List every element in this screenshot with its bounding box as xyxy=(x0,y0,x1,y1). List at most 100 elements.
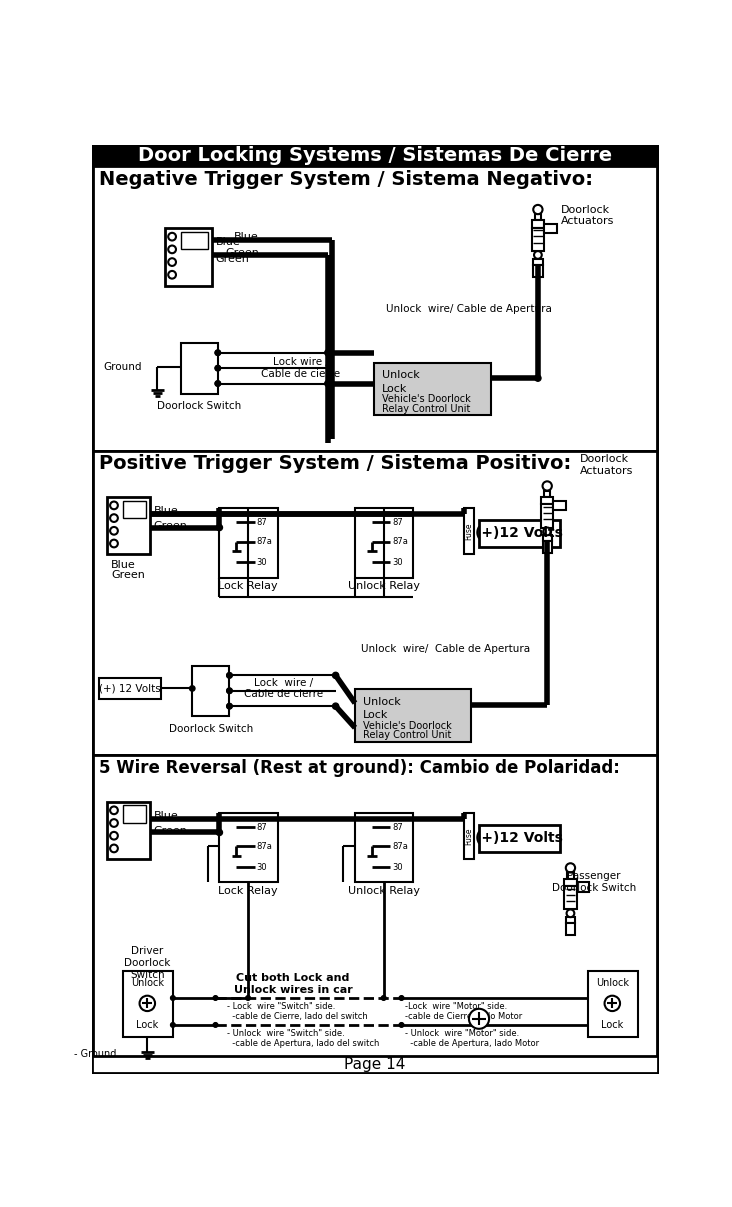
Bar xyxy=(566,923,575,935)
Text: Page 14: Page 14 xyxy=(345,1057,406,1073)
Text: Lock wire /
Cable de cierre: Lock wire / Cable de cierre xyxy=(261,357,340,379)
Bar xyxy=(577,882,589,892)
Circle shape xyxy=(110,514,118,521)
Text: 87: 87 xyxy=(256,518,267,526)
Text: Lock: Lock xyxy=(363,710,388,721)
Text: 87: 87 xyxy=(256,822,267,832)
Bar xyxy=(541,497,553,505)
Text: Lock Relay: Lock Relay xyxy=(218,582,278,591)
Text: Blue: Blue xyxy=(154,506,179,515)
Bar xyxy=(122,805,146,823)
Text: Vehicle's Doorlock: Vehicle's Doorlock xyxy=(382,395,471,404)
Circle shape xyxy=(168,233,176,240)
Text: Driver
Doorlock
Switch: Driver Doorlock Switch xyxy=(124,946,171,980)
Circle shape xyxy=(325,381,331,386)
Text: (+)12 Volts: (+)12 Volts xyxy=(475,526,563,540)
Text: - Unlock  wire "Switch" side.
  -cable de Apertura, lado del switch: - Unlock wire "Switch" side. -cable de A… xyxy=(227,1028,379,1048)
Bar xyxy=(107,801,149,859)
Circle shape xyxy=(110,540,118,547)
Text: -Lock  wire "Motor" side.
-cable de Cierre, lado Motor: -Lock wire "Motor" side. -cable de Cierr… xyxy=(406,1002,523,1021)
Circle shape xyxy=(325,380,331,386)
Text: Lock: Lock xyxy=(382,384,408,393)
Text: Lock: Lock xyxy=(601,1020,624,1030)
Circle shape xyxy=(246,996,250,1001)
Circle shape xyxy=(168,258,176,266)
Text: Green: Green xyxy=(154,826,187,836)
Circle shape xyxy=(110,832,118,840)
Bar xyxy=(165,228,212,286)
Circle shape xyxy=(110,806,118,815)
Text: 87: 87 xyxy=(392,518,403,526)
Bar xyxy=(107,497,149,554)
Circle shape xyxy=(168,270,176,279)
Circle shape xyxy=(215,381,220,386)
Text: Unlock: Unlock xyxy=(131,978,164,987)
Circle shape xyxy=(399,1022,404,1027)
Circle shape xyxy=(213,996,218,1001)
Bar xyxy=(564,879,577,886)
Bar xyxy=(479,824,561,852)
Bar xyxy=(181,344,218,393)
Text: 30: 30 xyxy=(392,558,403,567)
Circle shape xyxy=(325,350,331,356)
Text: Unlock  wire/ Cable de Apertura: Unlock wire/ Cable de Apertura xyxy=(386,304,552,314)
Text: Vehicle's Doorlock: Vehicle's Doorlock xyxy=(363,721,452,730)
Circle shape xyxy=(215,381,220,386)
Bar xyxy=(541,505,553,527)
Bar xyxy=(542,542,552,553)
Bar xyxy=(531,228,544,251)
Text: Doorlock
Actuators: Doorlock Actuators xyxy=(580,454,633,476)
Circle shape xyxy=(227,704,232,709)
Bar xyxy=(193,666,229,716)
Bar xyxy=(93,756,657,1056)
Text: Cut both Lock and
Unlock wires in car: Cut both Lock and Unlock wires in car xyxy=(234,973,352,995)
Bar xyxy=(566,917,575,923)
Bar xyxy=(355,689,471,741)
Text: Unlock: Unlock xyxy=(382,371,420,380)
Bar xyxy=(463,814,474,859)
Bar xyxy=(220,814,277,882)
Text: 30: 30 xyxy=(256,863,267,871)
Text: 87a: 87a xyxy=(392,537,408,546)
Circle shape xyxy=(110,502,118,509)
Circle shape xyxy=(215,350,220,355)
Bar xyxy=(553,501,566,509)
Circle shape xyxy=(605,996,620,1011)
Text: 87: 87 xyxy=(392,822,403,832)
Circle shape xyxy=(168,245,176,253)
Circle shape xyxy=(227,688,232,694)
Circle shape xyxy=(542,482,552,490)
Text: Unlock Relay: Unlock Relay xyxy=(348,886,419,897)
Text: 5 Wire Reversal (Rest at ground): Cambio de Polaridad:: 5 Wire Reversal (Rest at ground): Cambio… xyxy=(100,759,620,777)
Circle shape xyxy=(110,845,118,852)
Bar xyxy=(93,167,657,450)
Circle shape xyxy=(227,704,232,709)
Text: Passenger
Doorlock Switch: Passenger Doorlock Switch xyxy=(552,871,636,892)
Text: Ground: Ground xyxy=(103,362,142,372)
Text: Blue: Blue xyxy=(154,811,179,821)
Circle shape xyxy=(171,996,175,1001)
Bar xyxy=(463,508,474,554)
Text: Green: Green xyxy=(215,253,250,264)
Text: Doorlock
Actuators: Doorlock Actuators xyxy=(561,205,615,227)
Text: (+) 12 Volts: (+) 12 Volts xyxy=(100,683,161,694)
Bar xyxy=(533,258,542,266)
Text: - Lock  wire "Switch" side.
  -cable de Cierre, lado del switch: - Lock wire "Switch" side. -cable de Cie… xyxy=(227,1002,368,1021)
Text: (+)12 Volts: (+)12 Volts xyxy=(475,830,563,845)
Bar xyxy=(374,363,490,415)
Text: Positive Trigger System / Sistema Positivo:: Positive Trigger System / Sistema Positi… xyxy=(100,454,572,473)
Circle shape xyxy=(171,1022,175,1027)
Circle shape xyxy=(227,672,232,678)
Circle shape xyxy=(399,996,404,1001)
Text: 87a: 87a xyxy=(256,842,272,851)
Text: Relay Control Unit: Relay Control Unit xyxy=(363,730,451,740)
Bar xyxy=(533,266,542,276)
Bar xyxy=(542,535,552,542)
Text: Unlock: Unlock xyxy=(596,978,629,987)
Bar xyxy=(220,508,277,578)
Circle shape xyxy=(332,704,339,710)
Bar xyxy=(531,221,544,228)
Text: Blue: Blue xyxy=(215,237,240,247)
Circle shape xyxy=(215,350,220,355)
Text: 30: 30 xyxy=(256,558,267,567)
